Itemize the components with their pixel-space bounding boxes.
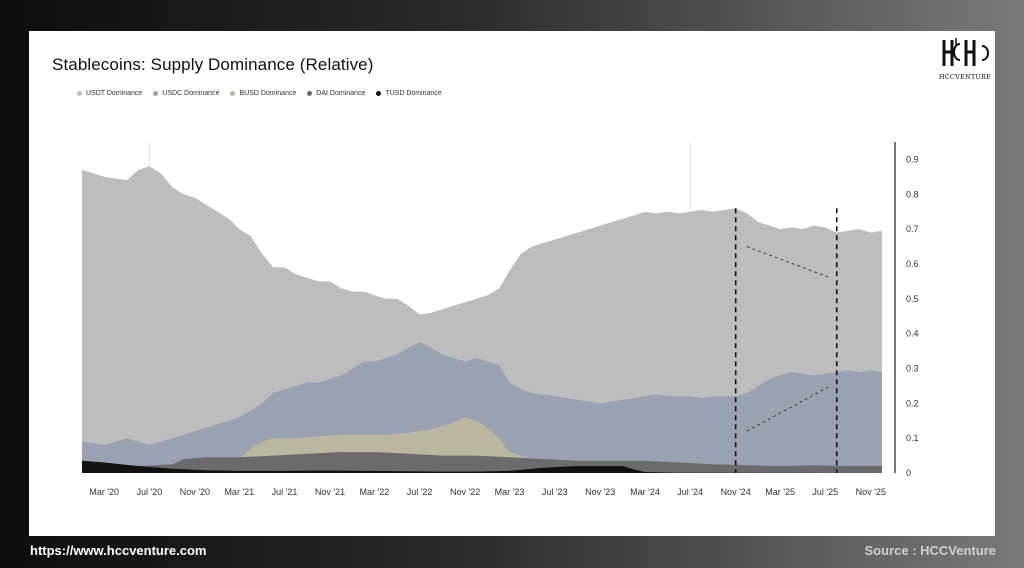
legend-dot-icon	[77, 91, 82, 96]
x-tick-label: Mar '23	[495, 487, 525, 497]
series-area-dai-dominance	[82, 452, 882, 473]
y-tick-label: 0.5	[906, 294, 919, 304]
x-tick-label: Nov '25	[856, 487, 886, 497]
legend-item: BUSD Dominance	[230, 90, 296, 97]
annotation-trend-arrow	[746, 246, 831, 279]
legend-label: USDC Dominance	[162, 90, 220, 97]
x-tick-label: Nov '23	[585, 487, 615, 497]
legend-dot-icon	[376, 91, 382, 96]
legend-label: BUSD Dominance	[239, 90, 297, 97]
legend-label: USDT Dominance	[86, 90, 143, 97]
y-tick-label: 0	[906, 468, 911, 478]
legend-dot-icon	[153, 91, 159, 96]
x-tick-label: Jul '24	[677, 487, 703, 497]
chart-legend: USDT Dominance USDC Dominance BUSD Dominan…	[77, 90, 442, 97]
footer-url[interactable]: https://www.hccventure.com	[30, 543, 207, 558]
legend-label: TUSD Dominance	[385, 90, 442, 97]
x-tick-label: Mar '22	[360, 487, 390, 497]
legend-item: USDC Dominance	[153, 90, 219, 97]
x-tick-label: Jul '20	[137, 487, 163, 497]
y-tick-label: 0.3	[906, 363, 919, 373]
y-tick-label: 0.2	[906, 398, 919, 408]
x-tick-label: Nov '21	[315, 487, 345, 497]
x-tick-label: Nov '20	[180, 487, 210, 497]
x-tick-label: Jul '21	[272, 487, 298, 497]
x-tick-label: Jul '23	[542, 487, 568, 497]
logo-text: HCCVENTURE	[938, 73, 992, 81]
footer-source: Source : HCCVenture	[864, 543, 996, 558]
x-tick-label: Mar '25	[765, 487, 795, 497]
y-tick-label: 0.9	[906, 154, 919, 164]
y-tick-label: 0.6	[906, 259, 919, 269]
x-tick-label: Jul '25	[812, 487, 838, 497]
y-tick-label: 0.8	[906, 189, 919, 199]
x-tick-label: Mar '24	[630, 487, 660, 497]
y-tick-label: 0.4	[906, 329, 919, 339]
x-tick-label: Jul '22	[407, 487, 433, 497]
annotation-trend-arrow	[746, 385, 831, 432]
legend-item: USDT Dominance	[77, 90, 142, 97]
x-tick-label: Mar '21	[224, 487, 254, 497]
hcc-logo-icon	[942, 38, 989, 66]
y-tick-label: 0.1	[906, 433, 919, 443]
x-tick-label: Nov '24	[721, 487, 751, 497]
legend-item: TUSD Dominance	[376, 90, 442, 97]
legend-item: DAI Dominance	[307, 90, 365, 97]
x-tick-label: Mar '20	[89, 487, 119, 497]
legend-dot-icon	[307, 91, 313, 96]
series-area-tusd-dominance	[82, 460, 882, 473]
legend-label: DAI Dominance	[316, 90, 366, 97]
chart-title: Stablecoins: Supply Dominance (Relative)	[52, 55, 374, 74]
legend-dot-icon	[230, 91, 236, 96]
x-tick-label: Nov '22	[450, 487, 480, 497]
y-tick-label: 0.7	[906, 224, 919, 234]
